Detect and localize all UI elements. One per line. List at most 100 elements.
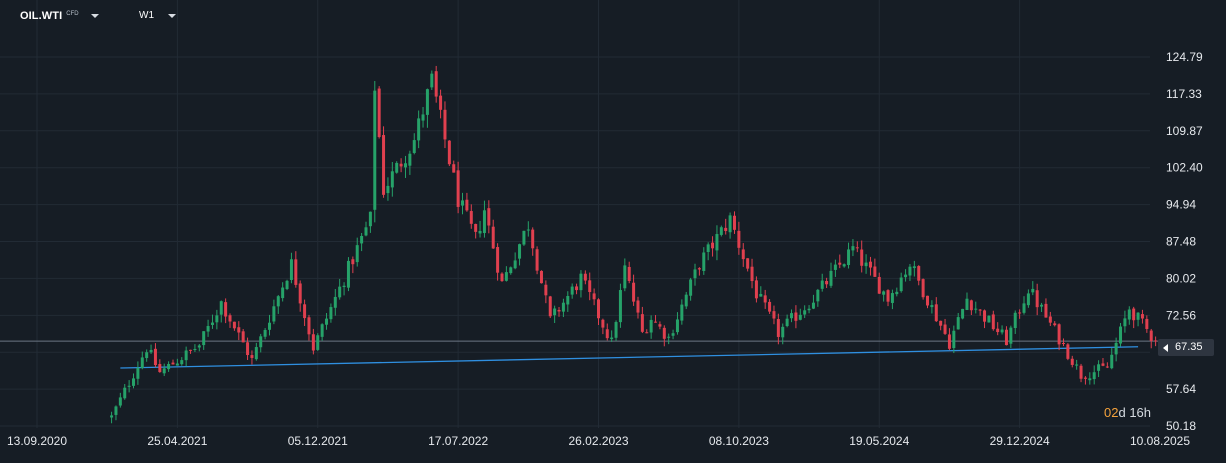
candle[interactable] <box>592 288 596 306</box>
candle[interactable] <box>408 150 412 175</box>
timeframe-selector[interactable]: W1 <box>139 10 176 21</box>
candle[interactable] <box>333 289 337 316</box>
candle[interactable] <box>588 272 592 301</box>
candle[interactable] <box>1070 355 1074 368</box>
candle[interactable] <box>395 161 399 174</box>
candle[interactable] <box>456 161 460 214</box>
candle[interactable] <box>263 328 267 340</box>
candle[interactable] <box>360 232 364 252</box>
candle[interactable] <box>952 325 956 354</box>
candle[interactable] <box>702 247 706 275</box>
candle[interactable] <box>474 223 478 239</box>
candle[interactable] <box>162 363 166 377</box>
candle[interactable] <box>500 272 504 282</box>
candle[interactable] <box>649 315 653 339</box>
candle[interactable] <box>110 411 114 424</box>
candle[interactable] <box>390 161 394 197</box>
candle[interactable] <box>202 331 206 350</box>
trendline-layer[interactable] <box>120 346 1139 369</box>
candle[interactable] <box>259 333 263 353</box>
candle[interactable] <box>338 278 342 300</box>
candle[interactable] <box>732 211 736 234</box>
candle[interactable] <box>153 343 157 368</box>
candle[interactable] <box>719 225 723 237</box>
candle[interactable] <box>956 312 960 330</box>
candle[interactable] <box>1145 315 1149 333</box>
candle[interactable] <box>561 298 565 318</box>
candle[interactable] <box>860 240 864 273</box>
candle[interactable] <box>680 299 684 325</box>
candle[interactable] <box>1000 325 1004 335</box>
candle[interactable] <box>386 177 390 201</box>
candle[interactable] <box>1040 302 1044 313</box>
candle[interactable] <box>715 225 719 261</box>
candle[interactable] <box>149 344 153 354</box>
candle[interactable] <box>346 257 350 292</box>
candle[interactable] <box>895 287 899 297</box>
candle[interactable] <box>465 192 469 212</box>
candle[interactable] <box>1154 336 1158 347</box>
candle[interactable] <box>583 270 587 285</box>
candle[interactable] <box>930 300 934 314</box>
candle[interactable] <box>452 160 456 173</box>
candle[interactable] <box>303 299 307 326</box>
candle[interactable] <box>1088 372 1092 385</box>
candle[interactable] <box>623 258 627 292</box>
candle[interactable] <box>781 323 785 345</box>
candle[interactable] <box>939 320 943 331</box>
candle[interactable] <box>838 254 842 269</box>
candle[interactable] <box>724 218 728 235</box>
candle[interactable] <box>820 273 824 292</box>
candle[interactable] <box>987 315 991 323</box>
candle[interactable] <box>320 323 324 341</box>
candle[interactable] <box>513 252 517 270</box>
candle[interactable] <box>132 373 136 389</box>
candle[interactable] <box>711 236 715 257</box>
candle[interactable] <box>548 295 552 319</box>
candle[interactable] <box>175 358 179 366</box>
chevron-down-icon[interactable] <box>90 14 99 18</box>
candle[interactable] <box>737 221 741 255</box>
candle[interactable] <box>886 289 890 307</box>
candle[interactable] <box>754 276 758 303</box>
candle[interactable] <box>425 88 429 128</box>
candle[interactable] <box>316 333 320 351</box>
candle[interactable] <box>127 380 131 393</box>
candle[interactable] <box>763 289 767 309</box>
candle[interactable] <box>570 283 574 299</box>
candle[interactable] <box>969 299 973 316</box>
candle[interactable] <box>597 298 600 326</box>
candle[interactable] <box>478 220 482 238</box>
candle[interactable] <box>241 329 245 343</box>
candle[interactable] <box>965 292 969 311</box>
candle[interactable] <box>285 279 289 291</box>
candle[interactable] <box>1101 358 1105 367</box>
candle[interactable] <box>171 359 175 365</box>
candle[interactable] <box>329 303 333 323</box>
candle[interactable] <box>1018 309 1022 319</box>
candle[interactable] <box>947 328 951 351</box>
candle[interactable] <box>219 300 223 323</box>
candle[interactable] <box>829 262 833 288</box>
candle[interactable] <box>794 305 798 329</box>
candle[interactable] <box>1075 359 1079 370</box>
candle[interactable] <box>654 315 658 323</box>
candle[interactable] <box>873 258 877 277</box>
candle[interactable] <box>790 309 794 323</box>
candle[interactable] <box>1097 360 1101 378</box>
candle[interactable] <box>741 243 745 267</box>
candle[interactable] <box>917 265 921 286</box>
candle[interactable] <box>684 291 688 310</box>
candle[interactable] <box>1026 289 1030 308</box>
candle[interactable] <box>210 314 214 329</box>
candle[interactable] <box>461 192 465 215</box>
candle[interactable] <box>890 289 894 310</box>
candle[interactable] <box>1132 306 1136 329</box>
candle[interactable] <box>487 200 491 234</box>
candle[interactable] <box>627 261 631 284</box>
candle[interactable] <box>689 277 693 301</box>
candle[interactable] <box>991 310 995 331</box>
candle[interactable] <box>1083 376 1087 385</box>
candle[interactable] <box>636 296 640 319</box>
